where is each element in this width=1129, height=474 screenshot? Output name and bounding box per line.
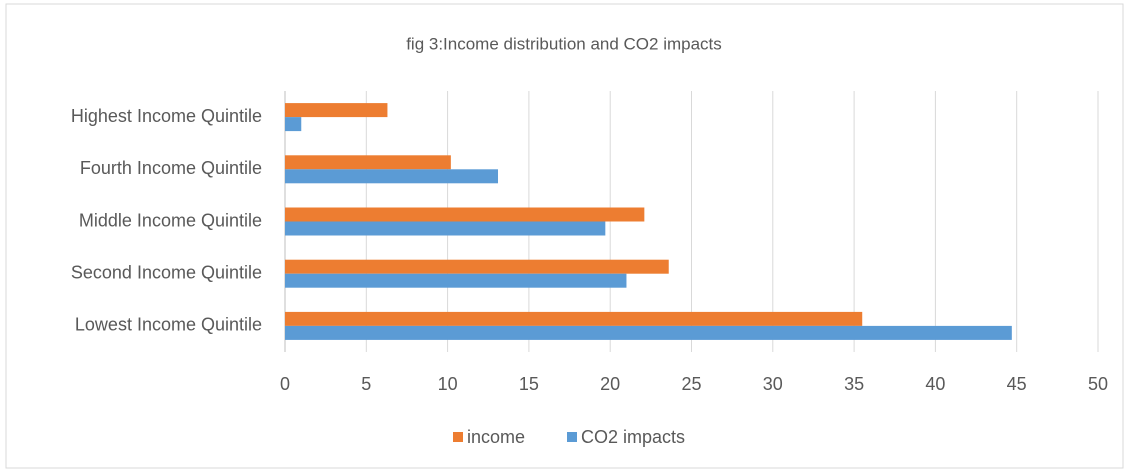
bar [285, 259, 669, 274]
legend-label: CO2 impacts [581, 427, 685, 447]
legend-swatch [567, 432, 577, 442]
y-tick-label: Middle Income Quintile [79, 210, 262, 230]
bar [285, 325, 1012, 340]
y-tick-label: Second Income Quintile [71, 262, 262, 282]
chart-title: fig 3:Income distribution and CO2 impact… [406, 34, 722, 53]
bar [285, 207, 645, 222]
bar [285, 155, 451, 170]
y-tick-label: Fourth Income Quintile [80, 158, 262, 178]
bar [285, 311, 863, 326]
x-tick-label: 0 [280, 374, 290, 394]
legend-swatch [453, 432, 463, 442]
x-tick-label: 45 [1007, 374, 1027, 394]
x-tick-label: 50 [1088, 374, 1108, 394]
x-tick-label: 20 [600, 374, 620, 394]
x-tick-label: 15 [519, 374, 539, 394]
bar [285, 103, 388, 118]
x-tick-label: 30 [763, 374, 783, 394]
bar [285, 169, 499, 184]
x-tick-label: 40 [925, 374, 945, 394]
x-tick-label: 10 [438, 374, 458, 394]
chart-border [5, 3, 1124, 469]
bar [285, 117, 302, 132]
bar [285, 221, 606, 236]
x-tick-label: 25 [681, 374, 701, 394]
x-tick-label: 5 [361, 374, 371, 394]
legend-label: income [467, 427, 525, 447]
x-tick-label: 35 [844, 374, 864, 394]
bar [285, 273, 627, 288]
y-tick-label: Lowest Income Quintile [75, 315, 262, 335]
y-tick-label: Highest Income Quintile [71, 106, 262, 126]
